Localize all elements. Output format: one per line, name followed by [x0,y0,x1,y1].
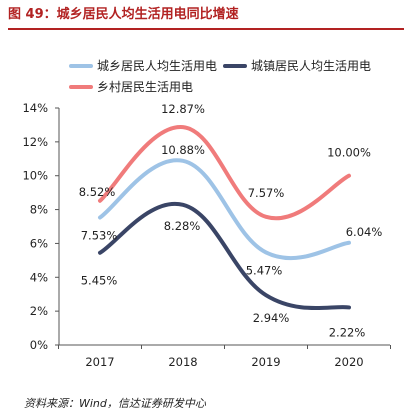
series-line-1 [98,158,351,260]
data-label: 2.94% [253,311,290,325]
legend-label: 城乡居民人均生活用电 [97,59,217,73]
x-tick-label: 2020 [334,355,363,369]
x-tick-label: 2017 [85,355,114,369]
legend-label: 城镇居民人均生活用电 [251,59,371,73]
data-label: 12.87% [161,102,205,116]
series-line-2 [98,201,351,311]
y-tick-label: 0% [30,338,48,352]
data-label: 10.00% [327,146,371,160]
x-tick-label: 2019 [251,355,280,369]
data-label: 8.52% [79,185,116,199]
y-tick-label: 6% [30,236,48,250]
legend-label: 乡村居民生活用电 [97,80,193,94]
y-tick-label: 12% [22,135,48,149]
data-label: 8.28% [164,219,201,233]
y-tick-label: 10% [22,169,48,183]
data-label: 6.04% [346,225,383,239]
data-label: 5.45% [81,274,118,288]
y-tick-label: 14% [22,101,48,115]
y-tick-label: 4% [30,270,48,284]
series-line-3 [98,125,351,221]
data-label: 5.47% [246,263,283,277]
data-label: 10.88% [161,143,205,157]
data-label: 7.57% [248,186,285,200]
source-note: 资料来源：Wind，信达证券研发中心 [24,397,206,410]
y-tick-label: 8% [30,203,48,217]
title-rule [8,28,404,30]
data-label: 2.22% [329,325,366,339]
x-tick-label: 2018 [168,355,197,369]
data-label: 7.53% [81,229,118,243]
figure-title: 图 49：城乡居民人均生活用电同比增速 [8,7,239,22]
y-tick-label: 2% [30,304,48,318]
